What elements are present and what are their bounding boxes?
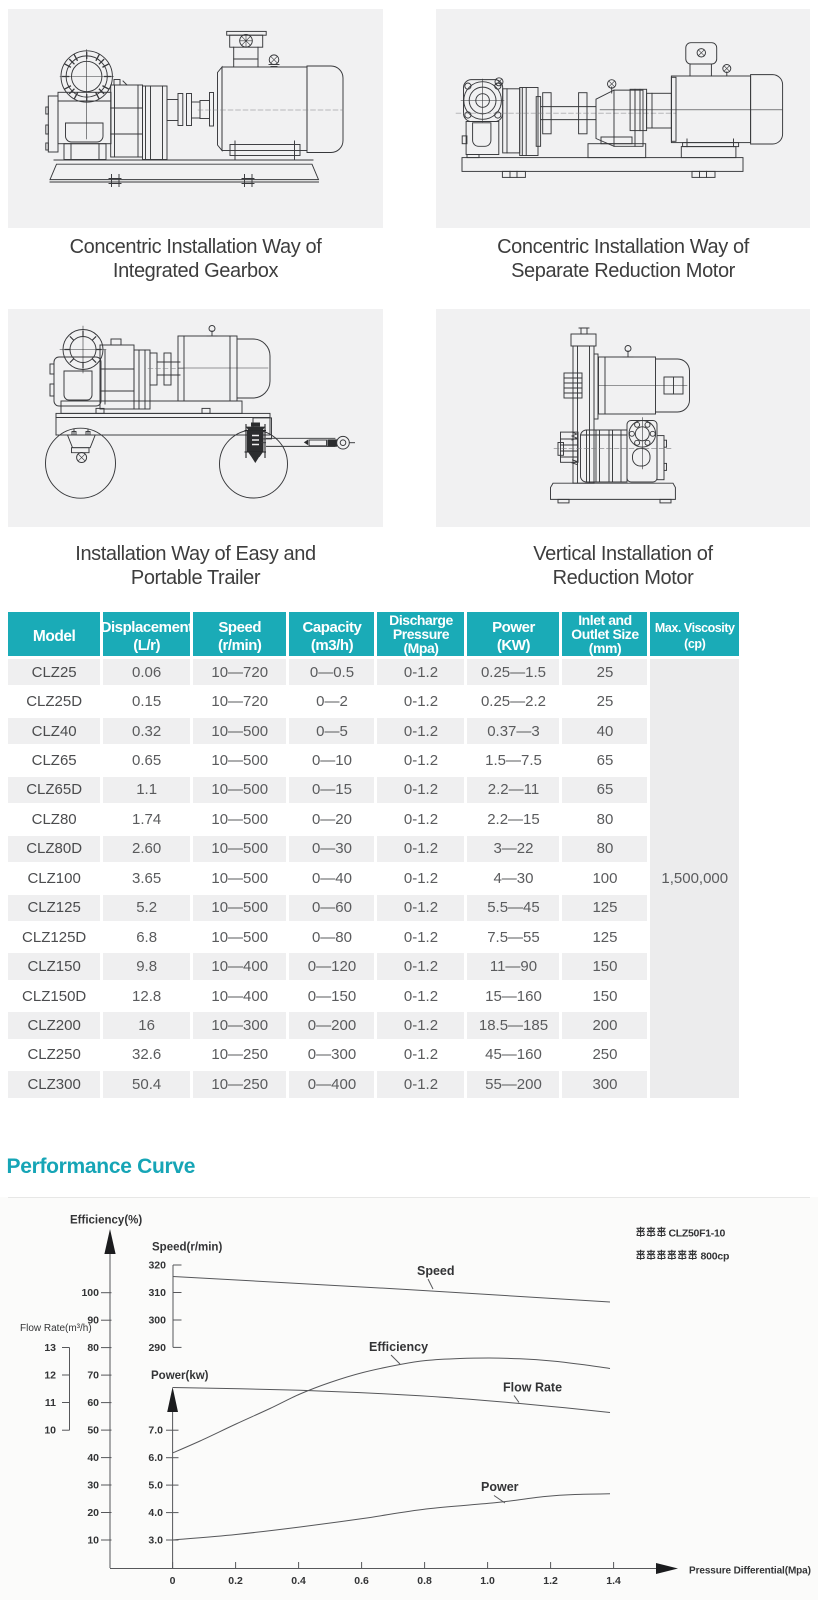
svg-text:30: 30 (87, 1480, 99, 1492)
svg-text:10: 10 (87, 1535, 99, 1547)
svg-text:6.0: 6.0 (148, 1452, 163, 1464)
svg-text:7.0: 7.0 (148, 1425, 163, 1437)
svg-text:1.0: 1.0 (480, 1575, 495, 1587)
svg-text:80: 80 (87, 1342, 99, 1354)
svg-text:12: 12 (44, 1370, 56, 1382)
svg-text:11: 11 (45, 1397, 56, 1409)
svg-text:290: 290 (148, 1342, 166, 1354)
svg-text:10: 10 (44, 1425, 56, 1437)
svg-text:60: 60 (87, 1397, 99, 1409)
svg-text:13: 13 (44, 1342, 56, 1354)
svg-text:Flow Rate: Flow Rate (503, 1381, 562, 1395)
svg-text:5.0: 5.0 (148, 1480, 163, 1492)
svg-text:320: 320 (148, 1260, 166, 1272)
svg-text:Speed: Speed (417, 1264, 455, 1278)
svg-text:0.2: 0.2 (228, 1575, 243, 1587)
svg-text:40: 40 (87, 1452, 99, 1464)
svg-text:Speed(r/min): Speed(r/min) (152, 1242, 222, 1254)
svg-text:0: 0 (170, 1575, 176, 1587)
svg-text:1.2: 1.2 (543, 1575, 558, 1587)
svg-text:4.0: 4.0 (148, 1507, 163, 1519)
svg-text:0.8: 0.8 (417, 1575, 432, 1587)
svg-text:0.4: 0.4 (291, 1575, 306, 1587)
svg-text:0.6: 0.6 (354, 1575, 369, 1587)
svg-text:800cp: 800cp (701, 1251, 730, 1263)
svg-text:100: 100 (81, 1287, 99, 1299)
svg-text:20: 20 (87, 1507, 99, 1519)
svg-text:CLZ50F1-10: CLZ50F1-10 (669, 1228, 726, 1240)
svg-text:310: 310 (148, 1287, 166, 1299)
svg-text:Power: Power (481, 1480, 519, 1494)
svg-text:Efficiency: Efficiency (369, 1340, 428, 1354)
svg-text:Flow Rate(m³/h): Flow Rate(m³/h) (20, 1323, 92, 1334)
svg-text:50: 50 (87, 1425, 99, 1437)
svg-text:1.4: 1.4 (606, 1575, 621, 1587)
svg-text:Pressure Differential(Mpa): Pressure Differential(Mpa) (689, 1566, 811, 1577)
svg-text:Power(kw): Power(kw) (151, 1370, 209, 1382)
svg-text:3.0: 3.0 (148, 1535, 163, 1547)
svg-text:300: 300 (148, 1315, 166, 1327)
svg-text:Efficiency(%): Efficiency(%) (70, 1215, 142, 1227)
svg-text:70: 70 (87, 1370, 99, 1382)
svg-text:90: 90 (87, 1315, 99, 1327)
